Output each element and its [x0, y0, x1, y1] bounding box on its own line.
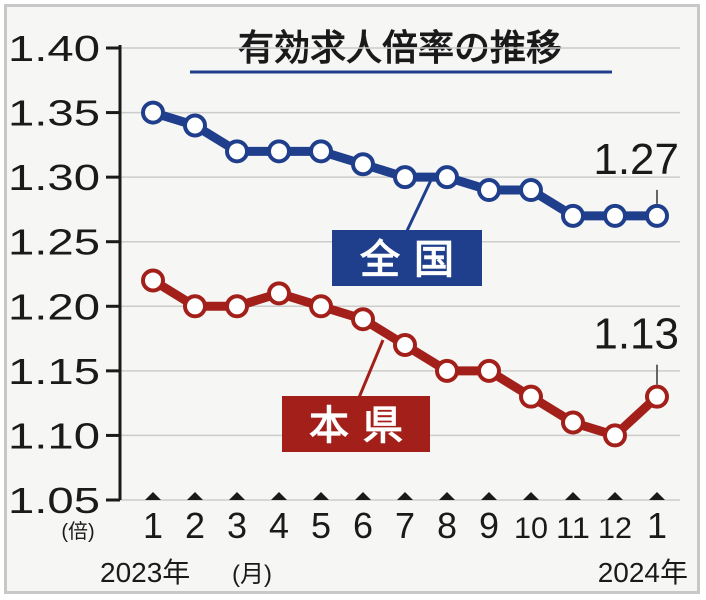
x-tick-marker	[523, 492, 539, 500]
year-start-label: 2023年	[100, 557, 190, 588]
data-point	[225, 139, 249, 164]
data-point	[561, 410, 585, 435]
data-point	[645, 384, 669, 409]
y-tick-label: 1.10	[8, 415, 100, 456]
y-tick-label: 1.05	[8, 480, 100, 521]
data-point	[603, 423, 627, 448]
series-label-leader	[403, 177, 434, 236]
data-point	[645, 203, 669, 228]
y-tick-label: 1.25	[8, 222, 100, 263]
y-tick-label: 1.35	[8, 93, 100, 134]
x-tick-label: 7	[395, 505, 415, 546]
x-tick-marker	[187, 492, 203, 500]
series-label: 本 県	[309, 403, 403, 449]
data-point	[141, 100, 165, 125]
data-point	[267, 139, 291, 164]
series-line-0	[151, 108, 657, 221]
x-tick-label: 5	[311, 505, 331, 546]
data-point	[393, 333, 417, 358]
end-value-label: 1.27	[593, 135, 679, 184]
x-tick-label: 12	[598, 512, 632, 545]
x-tick-label: 6	[353, 505, 373, 546]
x-tick-label: 9	[479, 505, 499, 546]
y-tick-label: 1.30	[8, 157, 100, 198]
data-point	[183, 113, 207, 138]
data-point	[351, 152, 375, 177]
y-tick-label: 1.40	[8, 28, 100, 69]
end-value-label: 1.13	[593, 310, 679, 359]
series-label: 全 国	[359, 237, 454, 283]
data-point	[477, 178, 501, 203]
series-label-box	[282, 396, 430, 452]
y-tick-label: 1.20	[8, 286, 100, 327]
data-point	[603, 203, 627, 228]
data-point	[435, 165, 459, 190]
x-tick-marker	[313, 492, 329, 500]
x-tick-marker	[229, 492, 245, 500]
series-layer: 全 国 1.27 本 県 1.13	[141, 100, 679, 452]
data-point	[309, 139, 333, 164]
data-point	[519, 178, 543, 203]
x-tick-marker	[607, 492, 623, 500]
x-tick-marker	[649, 492, 665, 500]
x-tick-marker	[565, 492, 581, 500]
x-tick-label: 1	[143, 505, 163, 546]
x-tick-label: 11	[556, 512, 590, 545]
x-tick-label: 4	[269, 505, 289, 546]
series-label-leader	[356, 339, 385, 401]
x-tick-marker	[355, 492, 371, 500]
data-point	[393, 165, 417, 190]
series-label-box	[332, 230, 482, 286]
x-tick-marker	[397, 492, 413, 500]
x-ticks: 1 2 3 4 5 6 7 8 9 10 11 12 1	[143, 492, 667, 546]
data-point	[225, 294, 249, 319]
data-point	[309, 294, 333, 319]
x-axis-unit: (月)	[232, 561, 272, 588]
x-tick-marker	[271, 492, 287, 500]
year-end-label: 2024年	[598, 557, 688, 588]
data-point	[141, 268, 165, 293]
data-point	[477, 358, 501, 383]
x-tick-marker	[439, 492, 455, 500]
y-ticks: 1.40 1.35 1.30 1.25 1.20 1.15 1.10 1.05	[8, 28, 120, 521]
x-tick-label: 8	[437, 505, 457, 546]
data-point	[519, 384, 543, 409]
x-tick-label: 10	[514, 512, 548, 545]
data-point	[183, 294, 207, 319]
data-point	[267, 281, 291, 306]
x-tick-label: 1	[647, 505, 667, 546]
y-tick-label: 1.15	[8, 351, 100, 392]
x-tick-label: 3	[227, 505, 247, 546]
x-tick-marker	[481, 492, 497, 500]
x-tick-label: 2	[185, 505, 205, 546]
y-axis-unit: (倍)	[61, 520, 94, 543]
data-point	[351, 307, 375, 332]
data-point	[435, 358, 459, 383]
x-tick-marker	[145, 492, 161, 500]
data-point	[561, 203, 585, 228]
